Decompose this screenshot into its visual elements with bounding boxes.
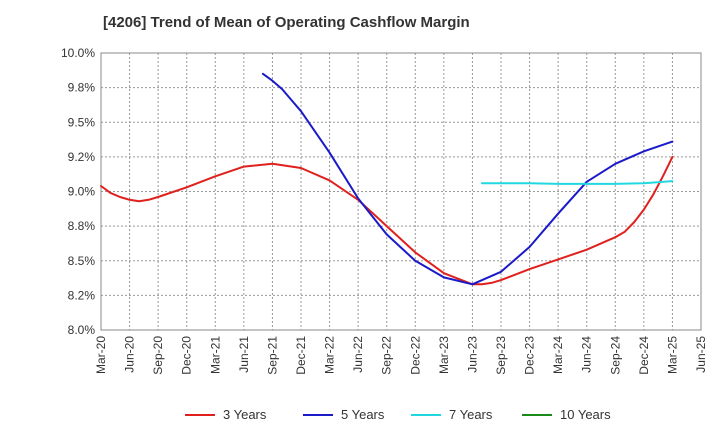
x-tick-label: Dec-24 (637, 336, 651, 375)
x-tick-label: Mar-20 (94, 336, 108, 374)
x-tick-label: Jun-25 (694, 336, 708, 373)
x-tick-label: Jun-22 (351, 336, 365, 373)
y-tick-label: 9.0% (68, 185, 96, 199)
y-tick-label: 9.2% (68, 150, 96, 164)
y-tick-label: 9.5% (68, 115, 96, 129)
series-line (100, 155, 674, 286)
x-tick-label: Jun-21 (237, 336, 251, 373)
x-tick-label: Sep-20 (151, 336, 165, 375)
x-tick-label: Dec-23 (523, 336, 537, 375)
x-tick-label: Sep-22 (380, 336, 394, 375)
plot-border (100, 52, 702, 331)
y-tick-label: 8.2% (68, 288, 96, 302)
x-tick-label: Mar-21 (208, 336, 222, 374)
y-tick-label: 8.5% (68, 254, 96, 268)
x-tick-label: Mar-22 (323, 336, 337, 374)
x-tick-label: Mar-23 (437, 336, 451, 374)
x-tick-label: Mar-24 (551, 336, 565, 374)
x-tick-label: Sep-24 (608, 336, 622, 375)
x-tick-label: Sep-23 (494, 336, 508, 375)
x-tick-label: Jun-24 (580, 336, 594, 373)
x-tick-label: Jun-23 (465, 336, 479, 373)
legend-label: 7 Years (449, 407, 493, 422)
y-tick-label: 8.8% (68, 219, 96, 233)
x-tick-label: Sep-21 (265, 336, 279, 375)
legend-label: 3 Years (223, 407, 267, 422)
x-tick-label: Jun-20 (123, 336, 137, 373)
series-line (261, 72, 674, 286)
x-tick-label: Mar-25 (665, 336, 679, 374)
x-tick-label: Dec-20 (180, 336, 194, 375)
x-tick-label: Dec-21 (294, 336, 308, 375)
x-tick-label: Dec-22 (408, 336, 422, 375)
y-tick-label: 9.8% (68, 81, 96, 95)
y-tick-label: 8.0% (68, 323, 96, 337)
y-tick-label: 10.0% (61, 46, 95, 60)
legend-label: 10 Years (560, 407, 611, 422)
chart-title: [4206] Trend of Mean of Operating Cashfl… (103, 14, 470, 31)
series-line (481, 180, 674, 185)
legend-label: 5 Years (341, 407, 385, 422)
